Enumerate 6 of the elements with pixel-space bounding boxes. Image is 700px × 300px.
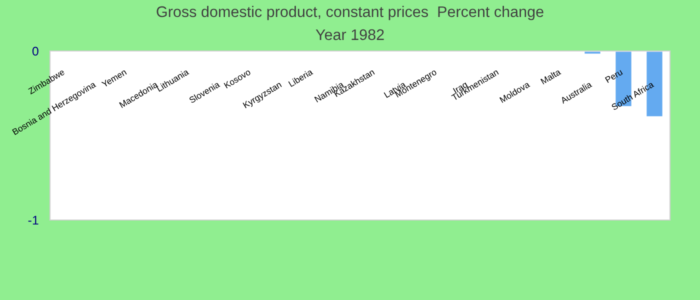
x-tick-label: Peru: [604, 68, 623, 83]
chart-title: Gross domestic product, constant prices Percent change: [156, 6, 544, 20]
y-tick-label: 0: [32, 46, 38, 56]
y-tick-label: -1: [28, 216, 38, 225]
chart-subtitle: Year 1982: [316, 29, 384, 40]
x-tick-label: Malta: [540, 68, 562, 84]
